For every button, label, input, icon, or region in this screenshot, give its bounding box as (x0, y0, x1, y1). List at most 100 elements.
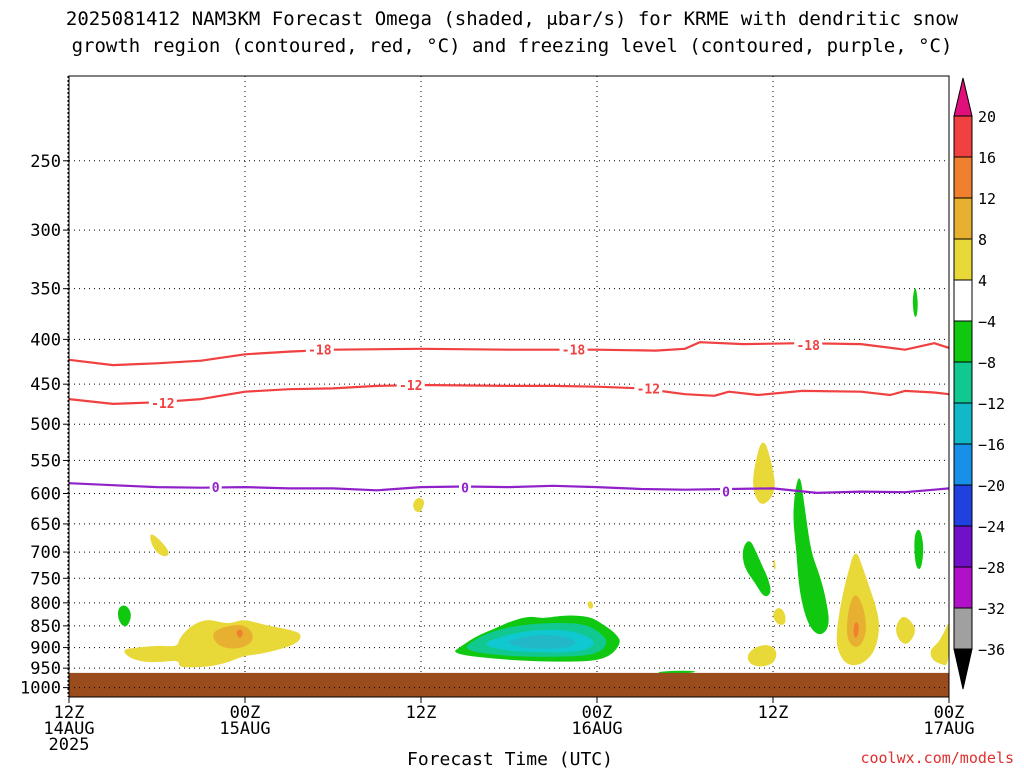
contour-label-bg-2 (794, 338, 823, 353)
y-tick-label-650: 650 (30, 515, 61, 535)
y-tick-label-1000: 1000 (20, 679, 61, 699)
colorbar-box-13 (953, 607, 973, 650)
contour-label-bg-3 (148, 396, 177, 411)
contour-dgz_neg18 (69, 341, 949, 367)
x-tick-label-3-1: 16AUG (571, 719, 622, 739)
ground-layer (69, 672, 949, 697)
y-tick-label-950: 950 (30, 659, 61, 679)
colorbar-box-10 (953, 484, 973, 527)
contour-label-bg-0 (305, 342, 334, 357)
x-tick-label-4-0: 12Z (758, 703, 789, 723)
omega-region-ascent-late-3 (914, 529, 924, 570)
x-axis-title: Forecast Time (UTC) (407, 749, 613, 768)
colorbar-label-2: 12 (978, 190, 996, 208)
omega-region-ascent-early (117, 605, 131, 627)
colorbar-box-5 (953, 279, 973, 322)
y-tick-label-300: 300 (30, 221, 61, 241)
y-tick-label-500: 500 (30, 415, 61, 435)
colorbar-box-11 (953, 525, 973, 568)
colorbar-label-6: −8 (978, 354, 996, 372)
contour-label-bg-1 (559, 342, 588, 357)
colorbar-label-3: 8 (978, 231, 987, 249)
chart-title-line-1: 2025081412 NAM3KM Forecast Omega (shaded… (66, 8, 959, 30)
omega-region-descent-late-4 (773, 608, 786, 625)
contour-label-bg-6 (209, 480, 222, 495)
x-tick-label-1-0: 00Z (230, 703, 261, 723)
contour-label-bg-4 (396, 378, 425, 393)
omega-region-descent-late-2 (747, 645, 777, 667)
colorbar-box-7 (953, 361, 973, 404)
y-tick-label-900: 900 (30, 639, 61, 659)
chart-title-line-2: growth region (contoured, red, °C) and f… (72, 35, 953, 57)
contour-label-7: 0 (461, 482, 469, 497)
omega-region-descent-late-1 (753, 442, 775, 504)
omega-region-descent-late-5-core (846, 595, 866, 647)
y-tick-label-250: 250 (30, 152, 61, 172)
x-tick-label-5-0: 00Z (934, 703, 965, 723)
contour-label-1: -18 (562, 344, 586, 359)
y-tick-label-550: 550 (30, 451, 61, 471)
omega-region-descent-late-6 (896, 616, 915, 644)
x-tick-label-2-0: 12Z (406, 703, 437, 723)
contour-label-0: -18 (308, 344, 332, 359)
colorbar-label-0: 20 (978, 108, 996, 126)
omega-shading (117, 288, 949, 674)
contour-label-8: 0 (722, 486, 730, 501)
omega-region-ascent-late-1 (742, 541, 771, 597)
credit-text: coolwx.com/models (860, 749, 1014, 767)
omega-region-descent-left-core (213, 624, 253, 649)
contour-freezing_level (69, 482, 949, 494)
omega-region-ascent-upper (912, 288, 918, 318)
omega-region-descent-left-max (236, 629, 243, 638)
x-tick-label-0-0: 12Z (54, 703, 85, 723)
omega-region-descent-small-2 (413, 497, 425, 512)
y-tick-label-700: 700 (30, 543, 61, 563)
colorbar-label-4: 4 (978, 272, 987, 290)
x-tick-label-3-0: 00Z (582, 703, 613, 723)
y-axis: 2503003504004505005506006507007508008509… (20, 152, 69, 699)
colorbar-label-1: 16 (978, 149, 996, 167)
y-tick-label-600: 600 (30, 484, 61, 504)
omega-region-descent-small-1 (150, 534, 169, 557)
contour-label-2: -18 (796, 339, 820, 354)
colorbar-label-5: −4 (978, 313, 996, 331)
omega-region-ascent-late-2 (793, 478, 829, 635)
omega-region-descent-late-7 (930, 623, 949, 666)
colorbar-label-8: −16 (978, 436, 1005, 454)
omega-region-ascent-core-3 (508, 635, 576, 649)
temperature-contours (69, 341, 949, 494)
omega-region-descent-left (124, 620, 301, 668)
colorbar-label-10: −24 (978, 518, 1005, 536)
contour-label-3: -12 (151, 397, 174, 412)
y-tick-label-850: 850 (30, 617, 61, 637)
colorbar-box-1 (953, 115, 973, 158)
y-tick-label-800: 800 (30, 594, 61, 614)
colorbar-box-9 (953, 443, 973, 486)
colorbar-label-13: −36 (978, 641, 1005, 659)
contour-label-bg-7 (459, 480, 471, 495)
y-tick-label-400: 400 (30, 330, 61, 350)
x-tick-label-5-1: 17AUG (923, 719, 974, 739)
contour-label-bg-8 (720, 484, 733, 499)
x-tick-label-1-1: 15AUG (219, 719, 270, 739)
x-tick-label-0-2: 2025 (49, 735, 90, 755)
y-tick-label-350: 350 (30, 280, 61, 300)
ground-fill (69, 672, 949, 697)
contour-label-6: 0 (212, 481, 220, 496)
contour-dgz_neg12 (69, 383, 949, 405)
colorbar-label-11: −28 (978, 559, 1005, 577)
colorbar: 20 16 12 8 4 −4 −8 −12 −16 −20 −24 −28 −32 −36 (953, 77, 1005, 690)
colorbar-box-4 (953, 238, 973, 281)
colorbar-box-12 (953, 566, 973, 609)
omega-region-descent-small-3 (587, 601, 594, 609)
colorbar-box-6 (953, 320, 973, 363)
contour-label-4: -12 (399, 379, 422, 394)
plot-frame (68, 75, 950, 698)
colorbar-box-8 (953, 402, 973, 445)
contour-label-bg-5 (634, 381, 663, 396)
y-tick-label-750: 750 (30, 569, 61, 589)
colorbar-top-triangle (953, 77, 973, 117)
colorbar-label-9: −20 (978, 477, 1005, 495)
